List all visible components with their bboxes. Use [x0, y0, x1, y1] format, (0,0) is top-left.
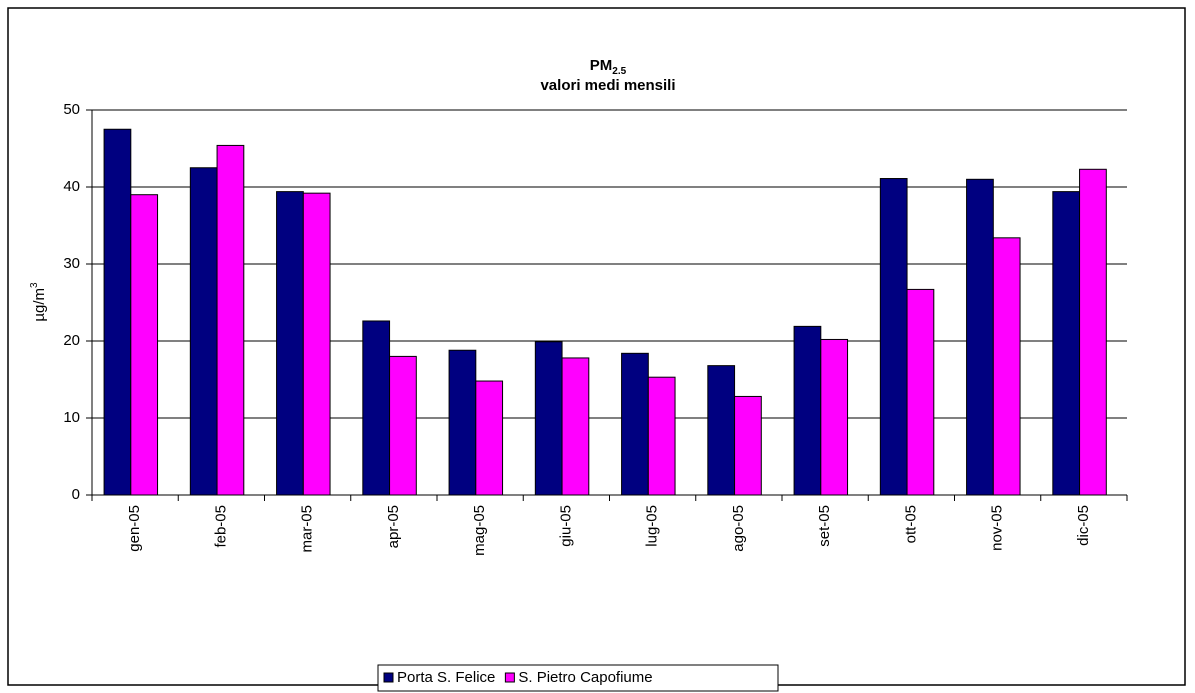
- legend-swatch: [504, 672, 515, 683]
- bar: [647, 376, 676, 496]
- bar: [734, 395, 762, 496]
- bar: [276, 191, 304, 496]
- bar: [621, 352, 649, 496]
- title-main: PM: [590, 57, 613, 74]
- legend-label: Porta S. Felice: [397, 669, 495, 686]
- legend-label: S. Pietro Capofiume: [518, 669, 652, 686]
- x-tick-label: gen-05: [126, 505, 143, 552]
- y-tick-label: 10: [63, 409, 80, 426]
- chart-title: PM2.5: [590, 57, 627, 77]
- y-tick-label: 50: [63, 101, 80, 118]
- y-axis-label: µg/m3: [29, 282, 48, 322]
- bar: [475, 380, 504, 496]
- bar: [992, 237, 1021, 496]
- x-tick-label: apr-05: [385, 505, 402, 548]
- bar: [362, 320, 391, 496]
- x-tick-label: giu-05: [557, 505, 574, 547]
- x-tick-label: ott-05: [902, 505, 919, 543]
- bar: [966, 178, 994, 496]
- y-tick-label: 30: [63, 255, 80, 272]
- y-tick-label: 0: [72, 486, 80, 503]
- chart-subtitle: valori medi mensili: [540, 77, 675, 94]
- bar: [1052, 191, 1081, 496]
- bar: [103, 128, 132, 496]
- title-subscript: 2.5: [612, 66, 626, 77]
- x-tick-label: set-05: [816, 505, 833, 547]
- x-tick-label: dic-05: [1075, 505, 1092, 546]
- bar: [302, 192, 331, 496]
- bar: [793, 325, 822, 496]
- bar: [906, 288, 935, 496]
- bar: [189, 167, 218, 496]
- x-tick-label: nov-05: [989, 505, 1006, 551]
- legend-swatch: [383, 672, 394, 683]
- bar: [1079, 168, 1107, 496]
- x-tick-label: ago-05: [730, 505, 747, 552]
- bar: [448, 349, 477, 496]
- y-label-main: µg/m: [31, 288, 48, 322]
- bar: [820, 338, 849, 496]
- x-tick-label: lug-05: [644, 505, 661, 547]
- bar: [561, 357, 590, 496]
- bar: [130, 194, 159, 496]
- y-label-superscript: 3: [29, 282, 40, 288]
- x-tick-label: mar-05: [299, 505, 316, 553]
- bar: [216, 144, 245, 496]
- y-tick-label: 20: [63, 332, 80, 349]
- bar: [879, 178, 908, 496]
- x-tick-label: feb-05: [212, 505, 229, 548]
- legend-box: [377, 664, 779, 692]
- bar: [707, 365, 736, 496]
- bar: [389, 355, 417, 496]
- bar: [534, 341, 563, 496]
- x-tick-label: mag-05: [471, 505, 488, 556]
- y-tick-label: 40: [63, 178, 80, 195]
